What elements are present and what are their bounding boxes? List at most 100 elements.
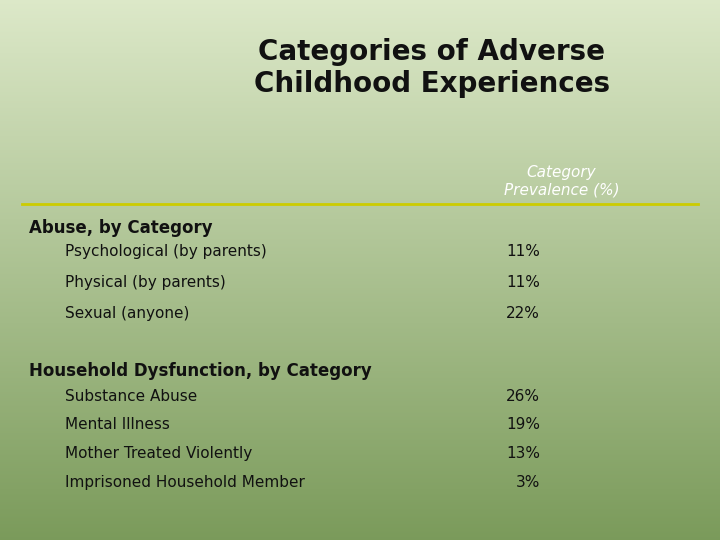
Bar — [0, 463, 720, 464]
Bar — [0, 489, 720, 490]
Bar — [0, 370, 720, 372]
Bar — [0, 384, 720, 386]
Bar — [0, 481, 720, 482]
Bar — [0, 148, 720, 150]
Bar — [0, 63, 720, 65]
Bar — [0, 69, 720, 70]
Bar — [0, 492, 720, 494]
Bar — [0, 525, 720, 526]
Bar — [0, 517, 720, 518]
Bar — [0, 532, 720, 534]
Bar — [0, 168, 720, 170]
Bar — [0, 348, 720, 350]
Bar — [0, 130, 720, 131]
Bar — [0, 372, 720, 373]
Bar — [0, 281, 720, 282]
Bar — [0, 135, 720, 136]
Bar — [0, 166, 720, 167]
Bar — [0, 269, 720, 270]
Bar — [0, 126, 720, 127]
Bar — [0, 267, 720, 269]
Bar — [0, 427, 720, 428]
Bar — [0, 284, 720, 285]
Text: Psychological (by parents): Psychological (by parents) — [65, 244, 266, 259]
Bar — [0, 324, 720, 325]
Bar — [0, 54, 720, 56]
Bar — [0, 174, 720, 176]
Bar — [0, 213, 720, 214]
Bar — [0, 390, 720, 392]
Bar — [0, 157, 720, 158]
Bar — [0, 134, 720, 135]
Bar — [0, 49, 720, 50]
Bar — [0, 274, 720, 275]
Bar — [0, 265, 720, 266]
Bar — [0, 65, 720, 66]
Bar — [0, 244, 720, 246]
Bar — [0, 503, 720, 505]
Bar — [0, 485, 720, 486]
Bar — [0, 150, 720, 151]
Bar — [0, 314, 720, 316]
Bar — [0, 4, 720, 5]
Bar — [0, 98, 720, 100]
Bar — [0, 345, 720, 346]
Bar — [0, 421, 720, 422]
Bar — [0, 43, 720, 45]
Bar — [0, 249, 720, 251]
Bar — [0, 460, 720, 462]
Bar — [0, 50, 720, 51]
Bar — [0, 217, 720, 219]
Bar — [0, 519, 720, 521]
Bar — [0, 373, 720, 374]
Bar — [0, 239, 720, 240]
Text: 26%: 26% — [506, 389, 540, 404]
Bar — [0, 262, 720, 263]
Bar — [0, 25, 720, 27]
Bar — [0, 127, 720, 128]
Bar — [0, 487, 720, 489]
Bar — [0, 431, 720, 432]
Bar — [0, 185, 720, 186]
Bar — [0, 444, 720, 446]
Bar — [0, 530, 720, 532]
Bar — [0, 201, 720, 202]
Bar — [0, 187, 720, 189]
Bar — [0, 535, 720, 536]
Bar — [0, 300, 720, 301]
Bar — [0, 177, 720, 178]
Bar — [0, 176, 720, 177]
Bar — [0, 422, 720, 424]
Bar — [0, 509, 720, 510]
Bar — [0, 464, 720, 465]
Bar — [0, 147, 720, 149]
Bar — [0, 139, 720, 140]
Bar — [0, 276, 720, 278]
Text: 11%: 11% — [506, 275, 540, 290]
Bar — [0, 404, 720, 405]
Text: 11%: 11% — [506, 244, 540, 259]
Bar — [0, 243, 720, 244]
Bar — [0, 2, 720, 3]
Bar — [0, 186, 720, 187]
Bar — [0, 330, 720, 332]
Bar — [0, 286, 720, 287]
Bar — [0, 462, 720, 463]
Bar — [0, 151, 720, 152]
Text: Physical (by parents): Physical (by parents) — [65, 275, 225, 290]
Bar — [0, 100, 720, 102]
Bar — [0, 73, 720, 74]
Bar — [0, 402, 720, 404]
Bar — [0, 374, 720, 375]
Bar — [0, 156, 720, 157]
Bar — [0, 40, 720, 42]
Bar — [0, 141, 720, 143]
Bar — [0, 420, 720, 421]
Bar — [0, 66, 720, 68]
Bar — [0, 355, 720, 356]
Bar — [0, 143, 720, 145]
Bar — [0, 248, 720, 249]
Bar — [0, 524, 720, 525]
Text: Household Dysfunction, by Category: Household Dysfunction, by Category — [29, 362, 372, 380]
Bar — [0, 59, 720, 60]
